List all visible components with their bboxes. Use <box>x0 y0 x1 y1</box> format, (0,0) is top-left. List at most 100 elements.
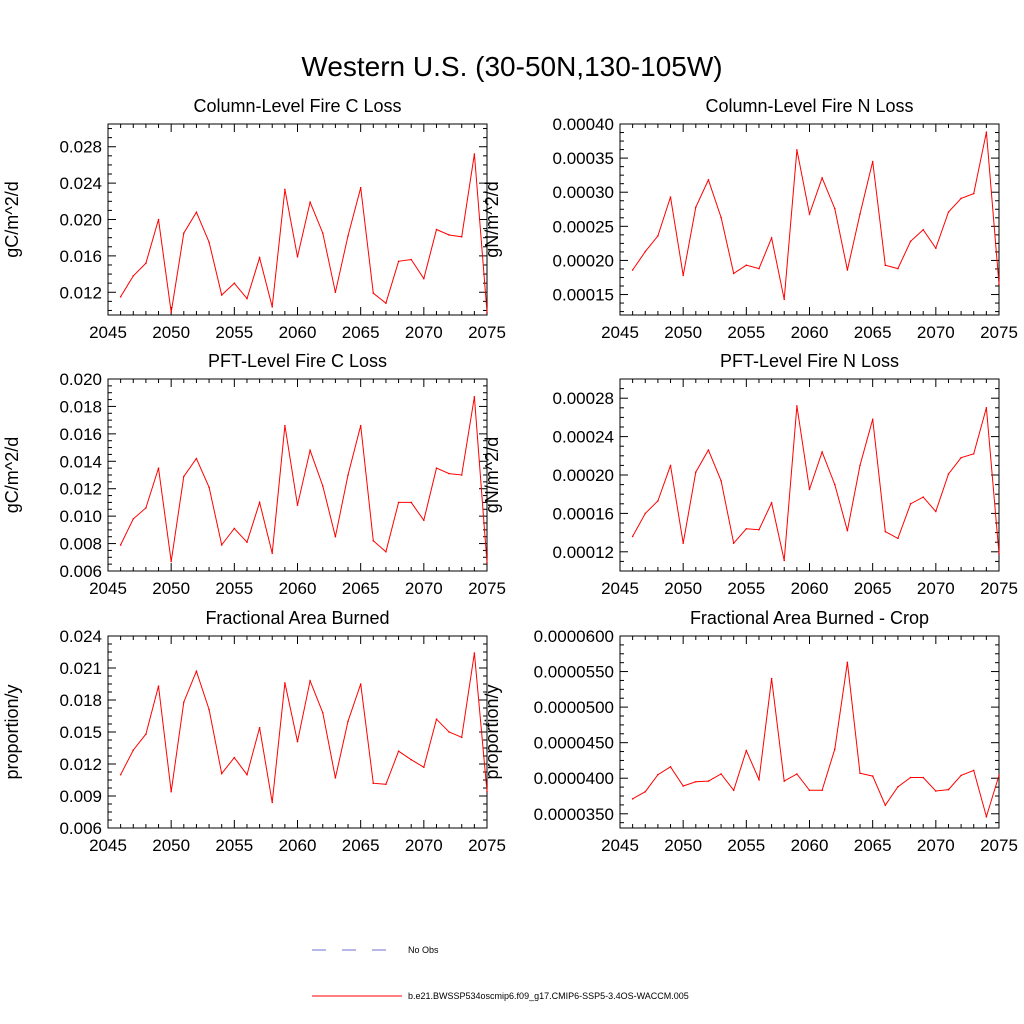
series-line <box>120 153 488 313</box>
data-point <box>296 255 299 258</box>
data-point <box>998 283 1000 286</box>
data-point <box>871 775 874 777</box>
data-point <box>220 544 223 546</box>
x-tick-label: 2050 <box>664 579 702 598</box>
data-point <box>321 712 324 714</box>
x-tick-label: 2045 <box>601 323 639 342</box>
data-point <box>271 552 274 554</box>
y-tick-label: 0.021 <box>59 659 102 678</box>
data-point <box>884 804 887 807</box>
data-point <box>897 267 899 270</box>
data-point <box>183 701 185 703</box>
data-point <box>909 240 912 243</box>
data-point <box>284 682 286 684</box>
data-point <box>833 207 836 210</box>
x-tick-label: 2075 <box>468 323 506 342</box>
data-point <box>821 177 823 179</box>
data-point <box>423 766 425 768</box>
data-point <box>460 474 463 476</box>
data-point <box>233 282 236 284</box>
x-tick-label: 2070 <box>405 579 443 598</box>
data-point <box>720 773 722 775</box>
data-point <box>359 683 362 685</box>
data-point <box>157 467 160 469</box>
data-point <box>233 756 236 759</box>
data-point <box>347 474 349 476</box>
data-point <box>947 473 950 475</box>
data-point <box>985 407 988 409</box>
x-tick-label: 2050 <box>152 323 190 342</box>
data-point <box>486 790 488 793</box>
x-tick-label: 2045 <box>89 579 127 598</box>
x-tick-label: 2045 <box>89 836 127 855</box>
data-point <box>821 451 823 453</box>
data-point <box>208 241 210 244</box>
data-point <box>770 677 773 680</box>
data-point <box>960 197 962 200</box>
x-tick-label: 2075 <box>980 836 1018 855</box>
data-point <box>145 507 147 509</box>
data-point <box>284 188 286 191</box>
data-point <box>985 815 988 818</box>
data-point <box>423 519 425 522</box>
x-tick-label: 2060 <box>791 579 829 598</box>
y-tick-label: 0.012 <box>59 480 102 499</box>
data-point <box>157 218 160 221</box>
y-tick-label: 0.00024 <box>553 428 614 447</box>
figure-title: Western U.S. (30-50N,130-105W) <box>301 51 722 82</box>
data-point <box>909 503 912 505</box>
x-tick-label: 2075 <box>980 323 1018 342</box>
data-point <box>309 680 311 682</box>
data-point <box>473 396 476 398</box>
panel-title: Fractional Area Burned - Crop <box>690 608 929 628</box>
data-point <box>909 776 912 779</box>
data-point <box>720 216 722 219</box>
x-tick-label: 2070 <box>917 323 955 342</box>
data-point <box>195 457 198 460</box>
x-tick-label: 2060 <box>279 579 317 598</box>
chart-panel-1: Column-Level Fire C Loss 2045 2050 2055 2060… <box>2 96 506 342</box>
y-tick-label: 0.006 <box>59 819 102 838</box>
panel-title: PFT-Level Fire N Loss <box>720 351 899 371</box>
data-point <box>385 551 387 553</box>
y-tick-label: 0.015 <box>59 723 102 742</box>
data-point <box>183 232 185 234</box>
data-point <box>947 211 950 213</box>
data-point <box>321 232 324 234</box>
data-point <box>397 501 400 504</box>
y-tick-label: 0.00028 <box>553 389 614 408</box>
data-point <box>922 496 924 498</box>
data-point <box>385 783 387 786</box>
data-point <box>846 661 849 664</box>
data-point <box>473 153 476 155</box>
data-point <box>935 790 937 792</box>
data-point <box>334 291 337 294</box>
x-tick-label: 2045 <box>601 836 639 855</box>
chart-panel-4: PFT-Level Fire N Loss 2045 2050 2055 2060 206… <box>482 351 1018 598</box>
data-point <box>460 736 463 739</box>
y-tick-label: 0.00035 <box>553 149 614 168</box>
x-tick-label: 2070 <box>405 836 443 855</box>
data-point <box>783 298 786 301</box>
series-line <box>632 132 1000 300</box>
data-point <box>657 235 659 237</box>
data-point <box>258 256 261 259</box>
data-point <box>347 235 349 237</box>
data-point <box>334 777 337 779</box>
x-tick-label: 2055 <box>215 836 253 855</box>
data-point <box>846 269 849 271</box>
chart-panels: Column-Level Fire C Loss 2045 2050 2055 2060… <box>2 96 1018 855</box>
x-tick-label: 2050 <box>152 836 190 855</box>
y-tick-label: 0.00040 <box>553 115 614 134</box>
y-tick-label: 0.016 <box>59 425 102 444</box>
data-point <box>695 206 697 209</box>
data-point <box>486 561 488 564</box>
data-point <box>448 472 450 475</box>
data-point <box>758 778 760 781</box>
legend: No Obs b.e21.BWSSP534oscmip6.f09_g17.CMI… <box>312 945 689 1001</box>
data-point <box>695 780 697 783</box>
data-point <box>246 297 248 300</box>
data-point <box>347 720 349 723</box>
data-point <box>720 479 722 482</box>
